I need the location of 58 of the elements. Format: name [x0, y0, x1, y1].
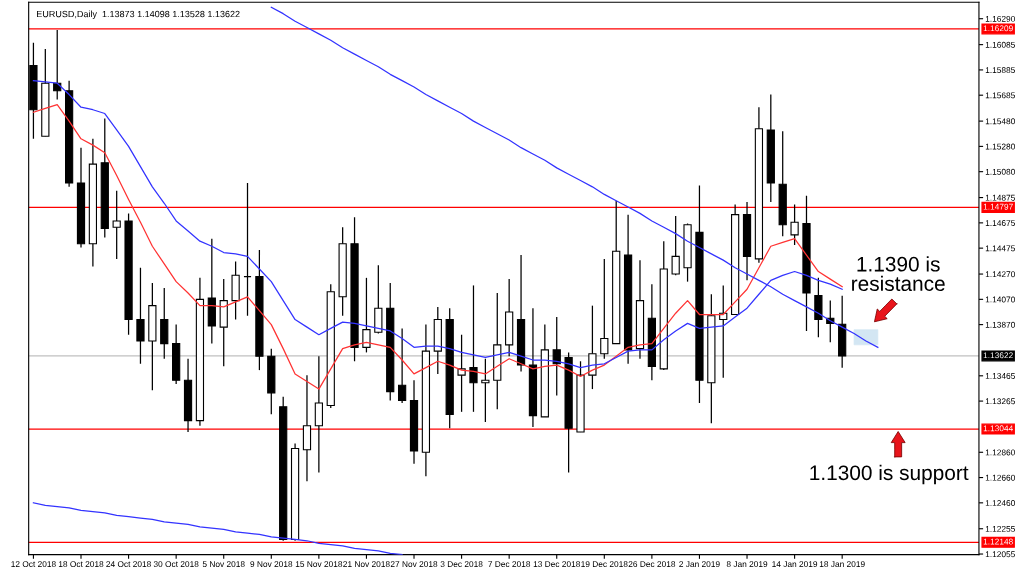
y-tick-label: 1.15080	[985, 168, 1015, 175]
ref-line-label: 1.13622	[983, 352, 1013, 359]
x-tick-label: 30 Oct 2018	[153, 561, 199, 568]
y-tick-label: 1.13465	[985, 373, 1015, 379]
candlestick	[314, 355, 323, 474]
candlestick	[481, 358, 490, 423]
x-tick-label: 7 Dec 2018	[488, 561, 531, 568]
y-tick-label: 1.14070	[985, 296, 1015, 303]
ref-line-label: 1.16209	[983, 25, 1013, 32]
x-tick-label: 26 Dec 2018	[628, 561, 676, 568]
y-tick-label: 1.12660	[985, 474, 1015, 481]
candlestick	[588, 305, 597, 390]
y-tick-label: 1.16290	[985, 15, 1015, 22]
candlestick	[136, 267, 145, 365]
x-tick-label: 15 Nov 2018	[295, 561, 343, 568]
y-tick-label: 1.15280	[985, 143, 1015, 150]
y-tick-label: 1.14270	[985, 271, 1015, 278]
candlestick	[790, 203, 799, 246]
ref-line-label: 1.12148	[983, 538, 1013, 545]
x-tick-label: 27 Nov 2018	[390, 561, 438, 568]
x-tick-label: 21 Nov 2018	[343, 561, 390, 568]
x-tick-label: 5 Nov 2018	[202, 561, 245, 568]
x-tick-label: 18 Oct 2018	[58, 561, 104, 568]
y-tick-label: 1.15685	[985, 92, 1015, 99]
candlestick	[469, 284, 478, 413]
y-tick-label: 1.15480	[985, 118, 1015, 125]
annotation: 1.1390 is resistance	[852, 256, 945, 292]
y-tick-label: 1.16085	[985, 41, 1015, 48]
x-tick-label: 3 Dec 2018	[440, 561, 483, 568]
candlestick	[112, 190, 121, 260]
y-tick-label: 1.12255	[985, 525, 1015, 532]
y-tick-label: 1.12460	[985, 500, 1015, 506]
candlestick	[397, 327, 407, 404]
y-tick-label: 1.14675	[985, 220, 1015, 226]
candlestick	[457, 334, 466, 413]
annotation: 1.1300 is support	[810, 464, 969, 485]
x-tick-label: 9 Nov 2018	[250, 561, 293, 568]
candlestick	[362, 277, 371, 354]
x-tick-label: 2 Jan 2019	[679, 561, 720, 568]
text: EURUSD,Daily 1.13873 1.14098 1.13528 1.13622	[37, 10, 240, 19]
x-tick-label: 19 Dec 2018	[581, 561, 628, 568]
y-tick-label: 1.13265	[985, 398, 1015, 405]
y-tick-label: 1.13870	[985, 321, 1015, 328]
x-tick-label: 13 Dec 2018	[533, 561, 580, 568]
x-tick-label: 12 Oct 2018	[11, 561, 56, 568]
x-tick-label: 8 Jan 2019	[726, 561, 768, 568]
x-tick-label: 18 Jan 2019	[819, 561, 865, 568]
candlestick	[671, 215, 680, 276]
x-tick-label: 14 Jan 2019	[772, 561, 818, 568]
x-tick-label: 24 Oct 2018	[106, 561, 151, 568]
ref-line-label: 1.13044	[983, 425, 1013, 432]
y-tick-label: 1.14475	[985, 245, 1015, 252]
y-tick-label: 1.12055	[985, 551, 1015, 558]
y-tick-label: 1.15885	[985, 67, 1015, 74]
candlestick	[600, 258, 609, 360]
y-tick-label: 1.14875	[985, 194, 1015, 201]
ref-line-label: 1.14797	[983, 203, 1013, 210]
y-tick-label: 1.12860	[985, 449, 1015, 456]
